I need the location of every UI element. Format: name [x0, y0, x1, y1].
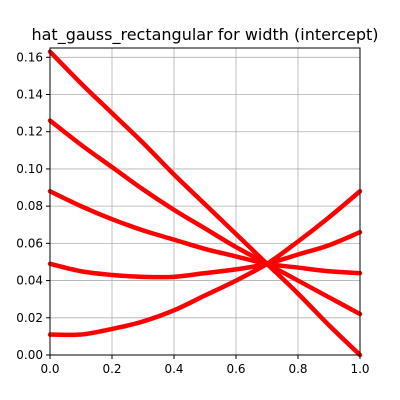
x-tick-label: 0.0 [40, 362, 59, 376]
y-tick-label: 0.12 [16, 125, 43, 139]
y-tick-label: 0.02 [16, 311, 43, 325]
y-tick-label: 0.06 [16, 236, 43, 250]
y-tick-label: 0.10 [16, 162, 43, 176]
series-line-2 [50, 121, 360, 315]
series-line-1 [50, 52, 360, 355]
y-tick-label: 0.16 [16, 50, 43, 64]
series-group [50, 52, 360, 355]
chart-title: hat_gauss_rectangular for width (interce… [31, 25, 378, 45]
y-tick-label: 0.04 [16, 274, 43, 288]
x-tick-label: 0.2 [102, 362, 121, 376]
x-tick-label: 0.4 [164, 362, 183, 376]
x-tick-label: 0.8 [288, 362, 307, 376]
y-tick-label: 0.00 [16, 348, 43, 362]
y-tick-label: 0.08 [16, 199, 43, 213]
y-tick-label: 0.14 [16, 88, 43, 102]
x-tick-label: 0.6 [226, 362, 245, 376]
axis-ticks: 0.0 0.2 0.4 0.6 0.8 1.0 0.00 0.02 0.04 0.06 0.08 0.… [16, 50, 369, 376]
x-tick-label: 1.0 [350, 362, 369, 376]
